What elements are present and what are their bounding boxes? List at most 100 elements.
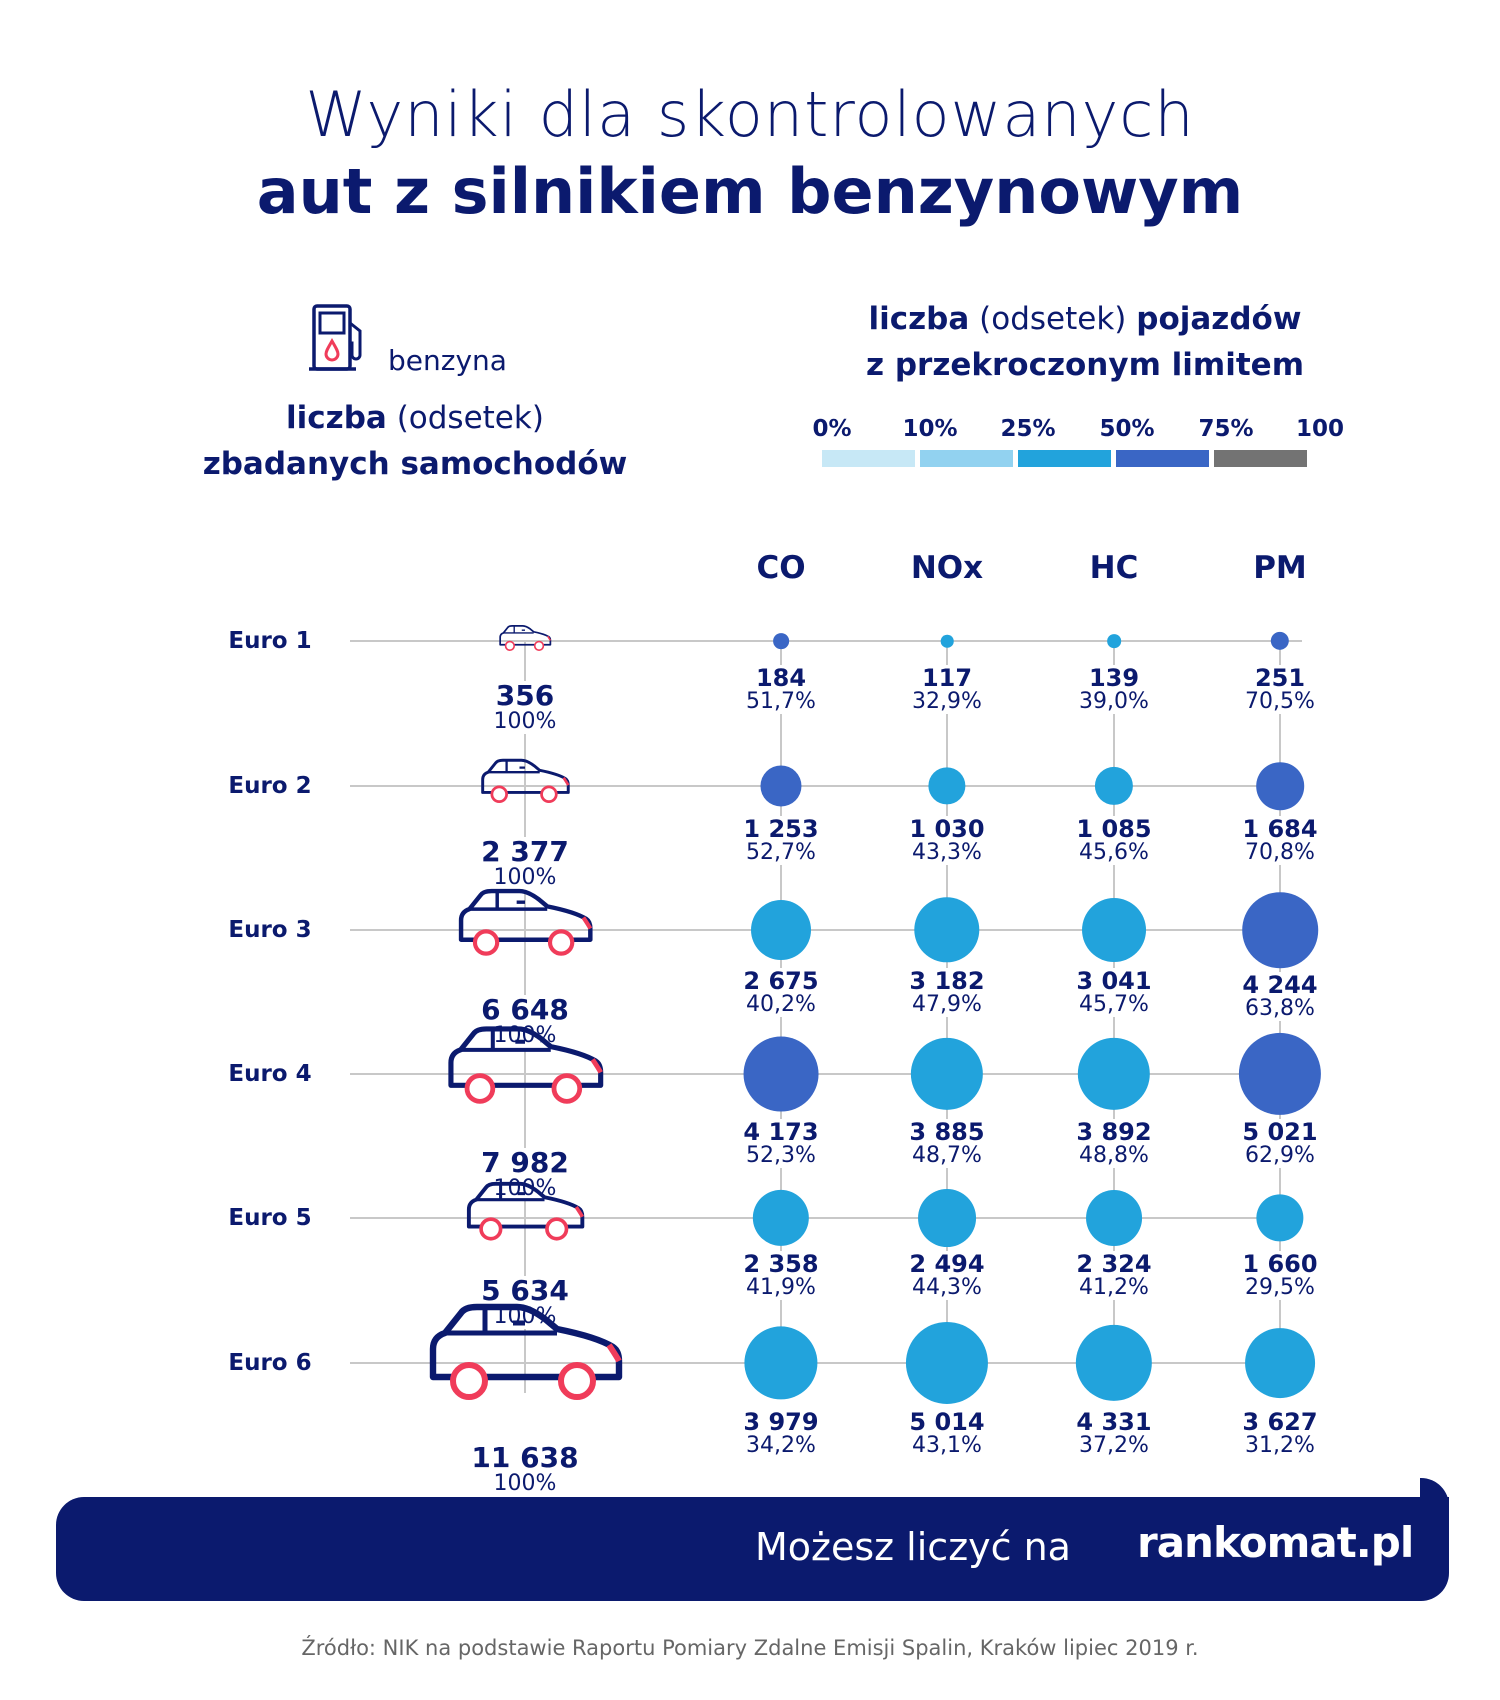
bubble-pm bbox=[1242, 892, 1318, 968]
legend-swatch bbox=[1214, 450, 1307, 467]
left-header-light: (odsetek) bbox=[396, 400, 544, 436]
exceed-count: 139 bbox=[1034, 665, 1194, 691]
total-percent: 100% bbox=[445, 866, 605, 891]
bubble-co bbox=[744, 1326, 818, 1400]
bubble-pm bbox=[1270, 631, 1290, 651]
row-label: Euro 4 bbox=[228, 1061, 312, 1087]
exceed-count: 3 627 bbox=[1200, 1409, 1360, 1435]
total-count: 356 bbox=[445, 681, 605, 712]
exceed-percent: 44,3% bbox=[867, 1276, 1027, 1300]
bubble-nox bbox=[905, 1321, 989, 1405]
column-header-nox: NOx bbox=[910, 550, 984, 586]
exceed-count: 4 173 bbox=[701, 1119, 861, 1145]
right-header-line2: z przekroczonym limitem bbox=[866, 347, 1304, 383]
exceed-count: 4 244 bbox=[1200, 971, 1360, 998]
row-gridline bbox=[350, 785, 1302, 787]
exceed-count: 5 014 bbox=[867, 1409, 1027, 1435]
row-gridline bbox=[350, 1362, 1302, 1364]
exceed-percent: 63,8% bbox=[1200, 996, 1360, 1021]
bubble-nox bbox=[918, 1189, 976, 1247]
exceed-count: 5 021 bbox=[1200, 1119, 1360, 1146]
column-header-co: CO bbox=[756, 550, 806, 586]
bubble-hc bbox=[1075, 1324, 1153, 1402]
bubble-pm bbox=[1245, 1328, 1315, 1398]
exceed-percent: 51,7% bbox=[701, 690, 861, 714]
footer-banner bbox=[56, 1497, 1449, 1601]
exceed-count: 2 494 bbox=[867, 1251, 1027, 1277]
exceed-count: 3 041 bbox=[1034, 968, 1194, 994]
column-header-pm: PM bbox=[1253, 550, 1307, 586]
exceed-percent: 48,8% bbox=[1034, 1144, 1194, 1168]
exceed-count: 2 324 bbox=[1034, 1251, 1194, 1277]
car-icon bbox=[464, 1180, 586, 1241]
exceed-percent: 43,1% bbox=[867, 1434, 1027, 1458]
exceed-count: 4 331 bbox=[1034, 1409, 1194, 1435]
column-header-hc: HC bbox=[1089, 550, 1139, 586]
car-icon bbox=[498, 624, 552, 651]
exceed-percent: 62,9% bbox=[1200, 1144, 1360, 1169]
grid-line-vertical bbox=[946, 641, 948, 1393]
legend-swatch bbox=[1018, 450, 1111, 467]
exceed-count: 251 bbox=[1200, 665, 1360, 691]
car-icon bbox=[456, 887, 595, 957]
exceed-percent: 32,9% bbox=[867, 690, 1027, 714]
left-header: liczba (odsetek) zbadanych samochodów bbox=[130, 395, 700, 487]
right-header-bold1: liczba bbox=[868, 301, 970, 337]
bubble-hc bbox=[1094, 766, 1134, 806]
exceed-percent: 37,2% bbox=[1034, 1434, 1194, 1458]
car-icon bbox=[479, 757, 571, 804]
right-header: liczba (odsetek) pojazdów z przekroczony… bbox=[790, 296, 1380, 388]
total-count: 7 982 bbox=[445, 1148, 605, 1179]
exceed-percent: 52,3% bbox=[701, 1144, 861, 1168]
exceed-percent: 45,6% bbox=[1034, 841, 1194, 865]
row-label: Euro 2 bbox=[228, 773, 312, 799]
legend-label: 100 bbox=[1295, 416, 1345, 442]
row-label: Euro 5 bbox=[228, 1205, 312, 1231]
row-label: Euro 1 bbox=[228, 628, 312, 654]
exceed-percent: 47,9% bbox=[867, 993, 1027, 1017]
legend-label: 10% bbox=[902, 416, 958, 442]
rankomat-logo[interactable]: rankomat.pl bbox=[1137, 1518, 1414, 1567]
source-note: Źródło: NIK na podstawie Raportu Pomiary… bbox=[301, 1636, 1199, 1660]
bubble-nox bbox=[928, 767, 966, 805]
row-gridline bbox=[350, 1073, 1302, 1075]
exceed-percent: 39,0% bbox=[1034, 690, 1194, 714]
bubble-nox bbox=[910, 1037, 984, 1111]
fuel-type-label: benzyna bbox=[388, 344, 507, 377]
legend-label: 50% bbox=[1099, 416, 1155, 442]
left-header-bold: liczba bbox=[286, 400, 387, 436]
bubble-co bbox=[773, 633, 789, 649]
bubble-co bbox=[743, 1036, 819, 1112]
exceed-percent: 41,9% bbox=[701, 1276, 861, 1300]
legend-swatch bbox=[1116, 450, 1209, 467]
total-count: 6 648 bbox=[445, 994, 605, 1025]
bubble-co bbox=[752, 1189, 810, 1247]
bubble-nox bbox=[914, 897, 980, 963]
exceed-percent: 43,3% bbox=[867, 841, 1027, 865]
exceed-count: 1 660 bbox=[1200, 1251, 1360, 1277]
total-count: 5 634 bbox=[445, 1275, 605, 1306]
bubble-nox bbox=[940, 634, 954, 648]
exceed-count: 1 030 bbox=[867, 816, 1027, 842]
exceed-count: 1 253 bbox=[701, 816, 861, 842]
bubble-co bbox=[760, 765, 802, 807]
legend-label: 75% bbox=[1198, 416, 1254, 442]
row-gridline bbox=[350, 640, 1302, 642]
exceed-count: 2 358 bbox=[701, 1251, 861, 1277]
bubble-pm bbox=[1256, 1194, 1304, 1242]
legend-swatch bbox=[822, 450, 915, 467]
legend-label: 0% bbox=[812, 416, 852, 442]
legend-label: 25% bbox=[1000, 416, 1056, 442]
total-count: 11 638 bbox=[445, 1443, 605, 1473]
exceed-count: 3 979 bbox=[701, 1409, 861, 1435]
right-header-bold2: pojazdów bbox=[1136, 301, 1302, 337]
exceed-count: 1 085 bbox=[1034, 816, 1194, 842]
exceed-percent: 34,2% bbox=[701, 1434, 861, 1458]
title-line-2: aut z silnikiem benzynowym bbox=[256, 155, 1244, 228]
total-percent: 100% bbox=[445, 1472, 605, 1496]
car-icon bbox=[425, 1301, 625, 1401]
row-gridline bbox=[350, 929, 1302, 931]
bubble-hc bbox=[1107, 634, 1121, 648]
exceed-count: 3 885 bbox=[867, 1119, 1027, 1145]
title-line-1: Wyniki dla skontrolowanych bbox=[305, 78, 1195, 151]
